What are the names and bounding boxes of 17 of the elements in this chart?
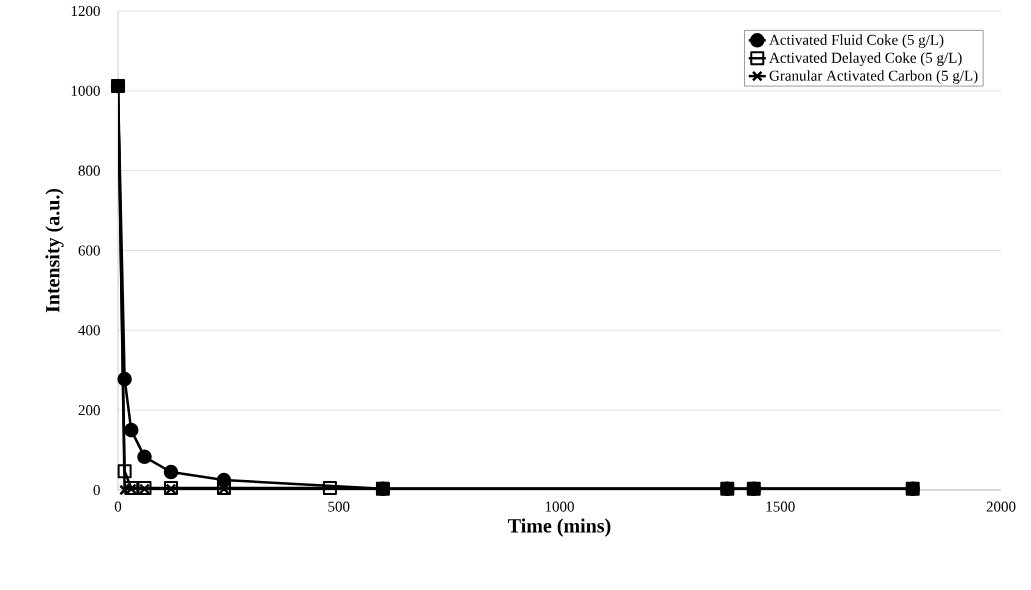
x-axis-title: Time (mins) — [508, 518, 611, 537]
legend-label: Activated Delayed Coke (5 g/L) — [769, 52, 962, 66]
x-tick-label: 1500 — [766, 501, 795, 512]
x-tick-label: 0 — [114, 501, 122, 512]
y-tick-label: 400 — [78, 325, 100, 336]
y-tick-label: 1200 — [71, 5, 100, 17]
x-tick-label: 500 — [328, 501, 350, 512]
y-tick-label: 200 — [78, 405, 100, 416]
y-tick-label: 800 — [78, 165, 100, 176]
y-axis-title: Intensity (a.u.) — [45, 188, 64, 313]
y-tick-label: 1000 — [71, 85, 100, 96]
legend-label: Activated Fluid Coke (5 g/L) — [769, 34, 944, 48]
x-tick-label: 2000 — [986, 501, 1016, 512]
x-tick-label: 1000 — [545, 501, 574, 512]
y-tick-label: 600 — [78, 245, 100, 256]
y-tick-label: 0 — [93, 484, 100, 496]
legend-label: Granular Activated Carbon (5 g/L) — [769, 70, 978, 84]
